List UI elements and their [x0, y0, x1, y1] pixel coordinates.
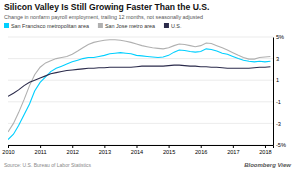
series-line — [8, 65, 270, 96]
legend-item: San Francisco metropolitan area — [4, 23, 89, 29]
y-tick: 1 — [273, 77, 279, 83]
x-tick-mark — [8, 145, 9, 148]
x-tick-label: 2011 — [35, 149, 47, 155]
x-tick-label: 2013 — [99, 149, 111, 155]
y-tick: -3 — [273, 121, 281, 127]
y-tick-label: 1 — [276, 77, 279, 83]
x-tick-label: 2016 — [195, 149, 207, 155]
grid-line — [8, 80, 273, 81]
series-line — [8, 40, 270, 132]
x-tick-label: 2010 — [2, 149, 14, 155]
x-tick-mark — [169, 145, 170, 148]
x-axis: 2010 2011 2012 2013 2014 2015 2016 2017 2018 — [2, 145, 273, 155]
x-tick: 2014 — [131, 145, 143, 155]
grid-line — [8, 123, 273, 124]
x-tick-label: 2015 — [163, 149, 175, 155]
y-tick-label: 5% — [276, 34, 284, 40]
x-tick-label: 2014 — [131, 149, 143, 155]
x-tick: 2011 — [35, 145, 47, 155]
source: Source: U.S. Bureau of Labor Statistics — [4, 162, 91, 168]
series-lines — [8, 40, 270, 140]
x-tick-mark — [265, 145, 266, 148]
x-tick-label: 2012 — [67, 149, 79, 155]
y-tick-label: -5% — [276, 142, 286, 148]
grid-line — [8, 58, 273, 59]
x-tick: 2016 — [195, 145, 207, 155]
y-axis-line — [273, 38, 274, 146]
subtitle: Change in nonfarm payroll employment, tr… — [4, 14, 203, 20]
title: Silicon Valley Is Still Growing Faster T… — [4, 2, 209, 12]
x-tick-mark — [40, 145, 41, 148]
legend-swatch — [98, 23, 103, 28]
x-tick: 2018 — [259, 145, 271, 155]
y-tick: 5% — [273, 34, 284, 40]
y-tick: -5% — [273, 142, 286, 148]
y-tick-label: 3 — [276, 56, 279, 62]
legend-swatch — [4, 23, 9, 28]
y-tick-label: -1 — [276, 99, 281, 105]
x-tick-mark — [201, 145, 202, 148]
y-tick-label: -3 — [276, 121, 281, 127]
legend-swatch — [164, 23, 169, 28]
y-tick: 3 — [273, 56, 279, 62]
x-tick: 2015 — [163, 145, 175, 155]
watermark: Bloomberg View — [244, 162, 291, 168]
x-tick: 2017 — [227, 145, 239, 155]
x-tick-mark — [233, 145, 234, 148]
x-tick: 2013 — [99, 145, 111, 155]
x-tick: 2010 — [2, 145, 14, 155]
legend-item: U.S. — [164, 23, 181, 29]
chart: Silicon Valley Is Still Growing Faster T… — [0, 0, 295, 171]
legend-item: San Jose metro area — [98, 23, 155, 29]
plot: 201020112012201320142015201620172018-5%-… — [2, 34, 286, 155]
grid-line — [8, 37, 273, 38]
x-tick-mark — [72, 145, 73, 148]
y-axis: -5% -3 -1 1 3 5% — [273, 34, 286, 148]
x-tick-mark — [136, 145, 137, 148]
grid-line — [8, 101, 273, 102]
legend-label: San Jose metro area — [105, 23, 155, 29]
x-axis-line — [9, 146, 274, 149]
x-tick: 2012 — [67, 145, 79, 155]
x-tick-mark — [104, 145, 105, 148]
y-tick: -1 — [273, 99, 281, 105]
legend-label: U.S. — [171, 23, 181, 29]
legend: San Francisco metropolitan area San Jose … — [4, 23, 181, 29]
grid — [8, 37, 273, 145]
legend-label: San Francisco metropolitan area — [11, 23, 89, 29]
x-tick-label: 2017 — [227, 149, 239, 155]
x-tick-label: 2018 — [259, 149, 271, 155]
